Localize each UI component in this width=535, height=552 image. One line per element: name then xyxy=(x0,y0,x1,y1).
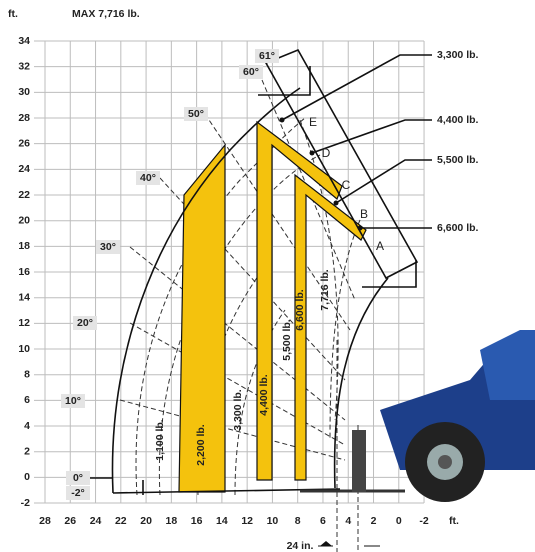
point-label: C xyxy=(342,178,351,192)
angle-label: 40° xyxy=(140,172,156,184)
load-chart: ft. MAX 7,716 lb. ft. 24 in. 34323028262… xyxy=(0,0,535,552)
header-max: MAX 7,716 lb. xyxy=(72,8,140,20)
x-tick-label: 4 xyxy=(345,515,351,527)
zone-label: 6,600 lb. xyxy=(294,289,306,331)
y-tick-label: 32 xyxy=(18,60,30,72)
x-tick-label: 8 xyxy=(295,515,301,527)
y-tick-label: 12 xyxy=(18,317,30,329)
x-tick-label: 20 xyxy=(140,515,152,527)
x-tick-label: 16 xyxy=(191,515,203,527)
load-callout: 6,600 lb. xyxy=(437,222,479,234)
header-unit: ft. xyxy=(8,8,18,20)
y-tick-label: 24 xyxy=(18,163,30,175)
y-tick-label: 28 xyxy=(18,112,30,124)
x-tick-label: 12 xyxy=(241,515,253,527)
y-tick-label: 8 xyxy=(24,368,30,380)
y-tick-label: 0 xyxy=(24,471,30,483)
y-tick-label: 4 xyxy=(24,420,30,432)
zone-label: 3,300 lb. xyxy=(232,389,244,431)
y-tick-label: 30 xyxy=(18,86,30,98)
y-tick-label: 6 xyxy=(24,394,30,406)
zone-label: 1,100 lb. xyxy=(154,419,166,461)
x-tick-label: 14 xyxy=(216,515,228,527)
x-tick-label: 0 xyxy=(396,515,402,527)
x-tick-label: 18 xyxy=(166,515,178,527)
y-tick-label: 26 xyxy=(18,137,30,149)
y-tick-label: 20 xyxy=(18,214,30,226)
x-tick-label: 22 xyxy=(115,515,127,527)
x-tick-label: 28 xyxy=(39,515,51,527)
x-tick-label: 10 xyxy=(267,515,279,527)
zone-label: 7,716 lb. xyxy=(319,269,331,311)
angle-label: 50° xyxy=(188,108,204,120)
load-callout: 3,300 lb. xyxy=(437,49,479,61)
zone-label: 5,500 lb. xyxy=(281,319,293,361)
y-tick-label: 22 xyxy=(18,189,30,201)
arrow xyxy=(320,541,332,546)
point-label: B xyxy=(360,207,368,221)
angle-label: 0° xyxy=(73,472,83,484)
x-tick-label: 2 xyxy=(371,515,377,527)
y-tick-label: 14 xyxy=(18,291,30,303)
angle-label: 20° xyxy=(77,317,93,329)
zone-label: 2,200 lb. xyxy=(195,424,207,466)
angle-label: 10° xyxy=(65,395,81,407)
y-tick-label: 18 xyxy=(18,240,30,252)
x-tick-label: 6 xyxy=(320,515,326,527)
fork-gap: 24 in. xyxy=(287,540,314,552)
point-label: E xyxy=(309,115,317,129)
load-callout: 5,500 lb. xyxy=(437,154,479,166)
y-tick-label: 16 xyxy=(18,266,30,278)
y-tick-label: 2 xyxy=(24,446,30,458)
x-tick-label: -2 xyxy=(419,515,428,527)
angle-label: 60° xyxy=(243,66,259,78)
x-unit: ft. xyxy=(449,515,459,527)
y-tick-label: 34 xyxy=(18,35,30,47)
load-callout: 4,400 lb. xyxy=(437,114,479,126)
angle-label: 30° xyxy=(100,241,116,253)
y-tick-label: 10 xyxy=(18,343,30,355)
angle-label: -2° xyxy=(71,487,85,499)
angle-label: 61° xyxy=(259,50,275,62)
point-label: A xyxy=(376,239,384,253)
x-tick-label: 26 xyxy=(64,515,76,527)
y-tick-label: -2 xyxy=(21,497,30,509)
point-label: D xyxy=(322,146,331,160)
x-tick-label: 24 xyxy=(90,515,102,527)
zone-label: 4,400 lb. xyxy=(258,374,270,416)
